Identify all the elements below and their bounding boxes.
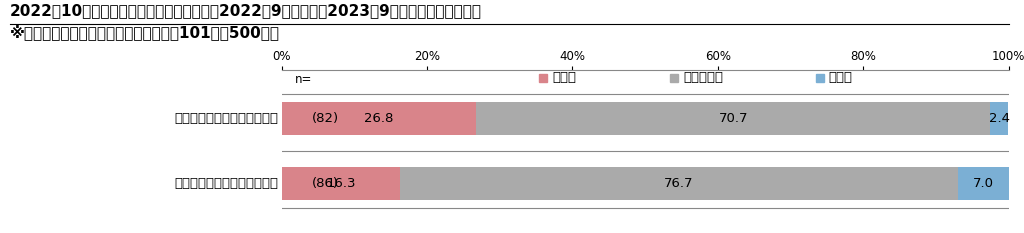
Text: 70.7: 70.7 [719,112,749,125]
Text: 変わらない: 変わらない [683,71,723,84]
Bar [957,167,1009,200]
Text: 2022年10月の社会保険適用拡大を受けて、2022年9月と比べた2023年9月の変化（単一回答）: 2022年10月の社会保険適用拡大を受けて、2022年9月と比べた2023年9月… [10,3,482,18]
Text: ※社会保険適用拡大対象企業（従業員数101人〜500人）: ※社会保険適用拡大対象企業（従業員数101人〜500人） [10,24,281,40]
Bar [990,102,1008,135]
Text: 非正規雇用の社会保険加入者: 非正規雇用の社会保険加入者 [174,112,278,125]
Bar [282,167,400,200]
Text: 非正規雇用の就業調整実施者: 非正規雇用の就業調整実施者 [174,177,278,190]
Text: 7.0: 7.0 [973,177,993,190]
Text: 16.3: 16.3 [326,177,355,190]
Text: 減った: 減った [828,71,852,84]
Text: 2.4: 2.4 [989,112,1010,125]
Text: 76.7: 76.7 [665,177,693,190]
Text: (82): (82) [312,112,339,125]
Bar [476,102,990,135]
Text: 増えた: 増えた [552,71,577,84]
Bar [282,102,476,135]
Text: n=: n= [295,73,312,86]
Text: (86): (86) [312,177,339,190]
Text: 26.8: 26.8 [365,112,393,125]
Bar [400,167,957,200]
